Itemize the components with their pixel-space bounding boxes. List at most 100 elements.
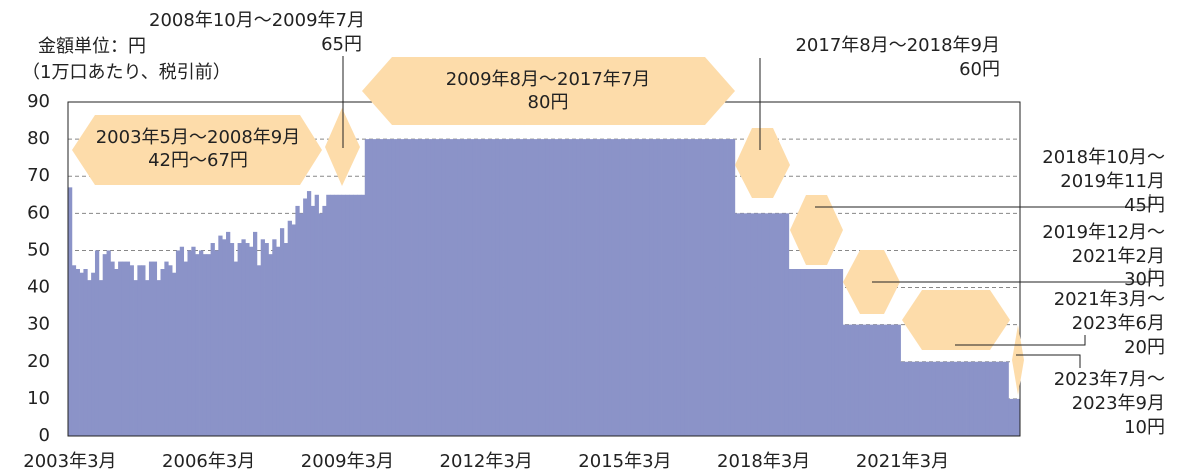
bar xyxy=(665,139,670,436)
period-arrow xyxy=(362,57,735,125)
bar xyxy=(241,239,246,436)
bar xyxy=(94,250,100,436)
bar xyxy=(607,139,612,436)
bar xyxy=(904,361,909,436)
bar xyxy=(993,361,998,436)
bar xyxy=(769,213,774,436)
bar xyxy=(661,139,666,436)
bar xyxy=(407,139,412,436)
y-tick-label: 0 xyxy=(39,425,50,446)
period-arrow xyxy=(902,290,1010,350)
bar xyxy=(434,139,439,436)
bar xyxy=(885,324,890,436)
bar xyxy=(545,139,551,436)
bar xyxy=(773,213,778,436)
annotation: 2023年7月～ xyxy=(1054,369,1165,390)
bar xyxy=(954,361,959,436)
bar xyxy=(549,139,555,436)
bar xyxy=(283,243,289,436)
bar xyxy=(534,139,539,436)
bar xyxy=(438,139,443,436)
bar xyxy=(1016,398,1021,436)
bar xyxy=(461,139,466,436)
bar xyxy=(831,269,836,436)
bar xyxy=(441,139,447,436)
bar xyxy=(453,139,458,436)
bars xyxy=(68,139,1021,436)
bar xyxy=(734,213,740,436)
bar xyxy=(360,194,366,436)
bar xyxy=(1008,398,1013,436)
bar xyxy=(168,265,173,436)
bar xyxy=(384,139,389,436)
bar xyxy=(869,324,874,436)
bar xyxy=(761,213,767,436)
annotation: 2008年10月～2009年7月 xyxy=(149,10,365,31)
bar xyxy=(915,361,921,436)
annotation: 2017年8月～2018年9月 xyxy=(795,35,1000,56)
bar xyxy=(287,220,292,436)
bar xyxy=(850,324,855,436)
bar xyxy=(114,269,119,436)
bar xyxy=(291,224,296,436)
bar xyxy=(129,265,134,436)
bar xyxy=(260,239,265,436)
annotation: 2009年8月～2017年7月 xyxy=(446,69,651,90)
bar xyxy=(996,361,1002,436)
bar xyxy=(195,254,200,436)
x-tick-label: 2012年3月 xyxy=(440,451,533,471)
leader-lines xyxy=(342,56,1151,368)
bar xyxy=(750,213,755,436)
bar xyxy=(669,139,674,436)
bar xyxy=(87,280,92,436)
bar xyxy=(152,261,158,436)
bar xyxy=(858,324,863,436)
y-tick-label: 60 xyxy=(27,202,50,223)
bar xyxy=(83,269,88,436)
bar xyxy=(985,361,990,436)
bar xyxy=(118,261,123,436)
bar xyxy=(715,139,720,436)
bar xyxy=(804,269,809,436)
bar xyxy=(888,324,894,436)
bar xyxy=(958,361,963,436)
bar xyxy=(642,139,647,436)
bar xyxy=(680,139,686,436)
bar xyxy=(218,235,223,436)
annotation: 2021年3月～ xyxy=(1054,289,1165,310)
bar xyxy=(877,324,882,436)
bar xyxy=(765,213,770,436)
bar xyxy=(603,139,608,436)
y-tick-label: 20 xyxy=(27,351,50,372)
bar xyxy=(788,269,793,436)
bar xyxy=(865,324,871,436)
bar xyxy=(318,213,323,436)
bar xyxy=(279,228,285,436)
bar xyxy=(164,261,169,436)
bar xyxy=(746,213,751,436)
y-unit-label: 金額単位：円 xyxy=(38,36,146,57)
bar xyxy=(696,139,701,436)
bar xyxy=(688,139,693,436)
bar xyxy=(565,139,570,436)
bar xyxy=(623,139,628,436)
bar xyxy=(700,139,705,436)
bar xyxy=(457,139,462,436)
x-tick-label: 2003年3月 xyxy=(23,451,116,471)
annotation: 2019年12月～ xyxy=(1042,222,1165,243)
y-tick-label: 10 xyxy=(27,388,50,409)
bar xyxy=(719,139,724,436)
bar xyxy=(276,246,281,436)
y-unit-label: （1万口あたり、税引前） xyxy=(22,62,231,83)
bar xyxy=(977,361,982,436)
bar xyxy=(576,139,582,436)
x-tick-label: 2009年3月 xyxy=(301,451,394,471)
bar xyxy=(341,194,346,436)
bar xyxy=(873,324,878,436)
bar xyxy=(148,261,154,436)
bar xyxy=(969,361,975,436)
bar xyxy=(145,280,150,436)
bar xyxy=(630,139,635,436)
leader-line xyxy=(872,268,1151,283)
bar xyxy=(364,139,370,436)
